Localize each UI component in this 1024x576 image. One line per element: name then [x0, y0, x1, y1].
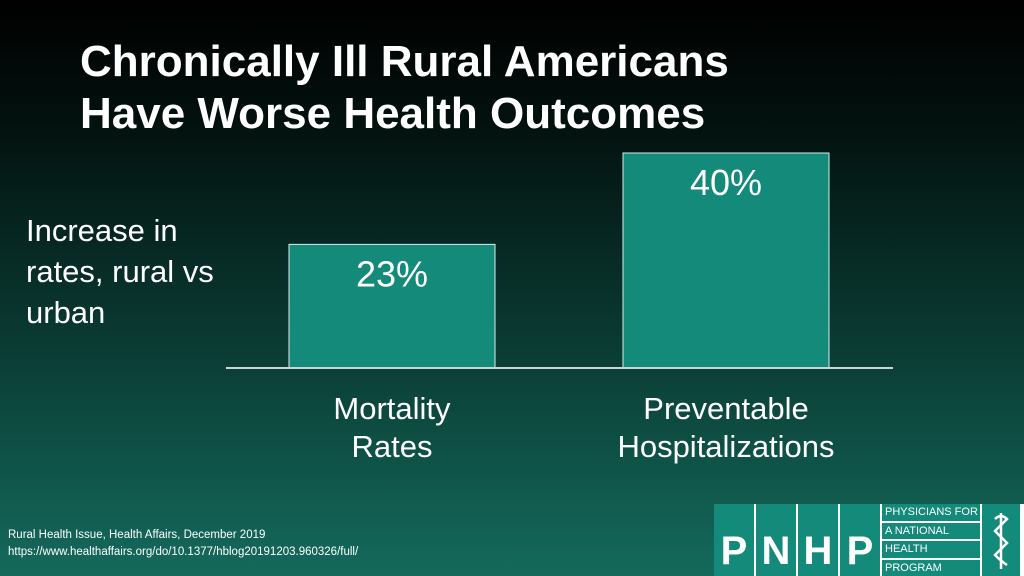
logo-letter-p2: P [840, 504, 880, 576]
logo-text: PHYSICIANS FOR A NATIONAL HEALTH PROGRAM [882, 504, 980, 576]
category-label-preventable: Preventable Hospitalizations [576, 390, 876, 466]
logo-letter-n: N [756, 504, 796, 576]
page-title: Chronically Ill Rural Americans Have Wor… [80, 36, 880, 140]
category-label-line-2: Rates [351, 429, 433, 464]
category-label-line-1: Mortality [333, 391, 451, 426]
bar-0 [288, 243, 496, 369]
pnhp-logo: P N H P PHYSICIANS FOR A NATIONAL HEALTH… [714, 504, 1024, 576]
logo-text-line: PROGRAM [882, 559, 980, 576]
logo-text-line: HEALTH [882, 541, 980, 558]
y-axis-label-line-1: Increase in [26, 213, 178, 248]
y-axis-label: Increase in rates, rural vs urban [26, 210, 256, 333]
category-label-mortality: Mortality Rates [242, 390, 542, 466]
logo-text-line: A NATIONAL [882, 522, 980, 539]
data-label-0: 23% [356, 253, 428, 294]
title-line-2: Have Worse Health Outcomes [80, 89, 706, 138]
source-url: https://www.healthaffairs.org/do/10.1377… [8, 546, 359, 558]
source-line-1: Rural Health Issue, Health Affairs, Dece… [8, 529, 266, 541]
y-axis-label-line-2: rates, rural vs [26, 254, 214, 289]
category-label-line-2: Hospitalizations [617, 429, 835, 464]
source-citation: Rural Health Issue, Health Affairs, Dece… [8, 527, 358, 561]
logo-text-line: PHYSICIANS FOR [882, 504, 980, 521]
bar-1 [622, 152, 830, 369]
y-axis-label-line-3: urban [26, 295, 106, 330]
logo-letter-p: P [714, 504, 754, 576]
title-line-1: Chronically Ill Rural Americans [80, 37, 729, 86]
logo-letter-h: H [798, 504, 838, 576]
data-label-1: 40% [690, 162, 762, 203]
caduceus-icon [982, 504, 1020, 576]
category-label-line-1: Preventable [643, 391, 809, 426]
